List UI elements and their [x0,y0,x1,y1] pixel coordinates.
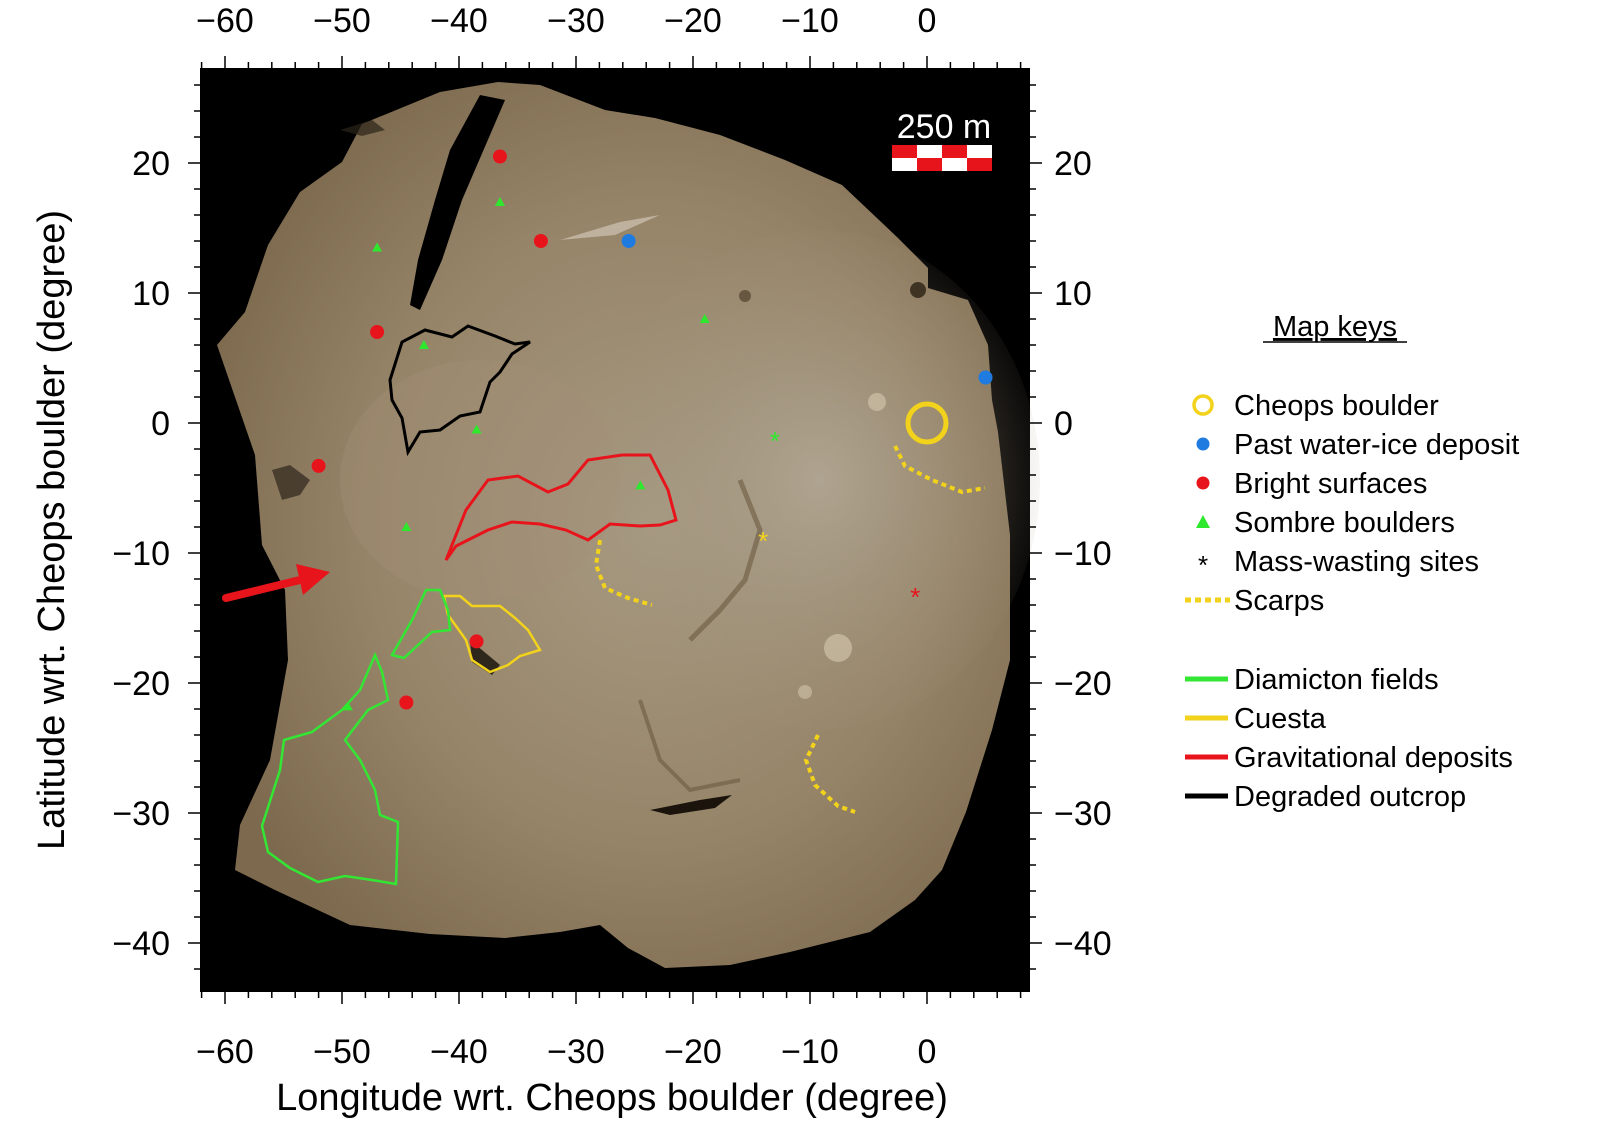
x-tick-label-top: −10 [781,2,839,40]
legend-title: Map keys [1273,311,1397,343]
y-axis-ticks-right [1030,84,1042,970]
sombre-boulder-marker [418,340,429,349]
x-tick-label-top: 0 [918,2,937,40]
scarps [593,445,986,814]
green-triangle-icon [1196,515,1210,528]
sombre-boulder-marker [699,314,710,323]
x-tick-label-bottom: −50 [313,1033,371,1071]
legend-item-label: Bright surfaces [1234,468,1427,500]
legend-item-label: Mass-wasting sites [1234,546,1479,578]
y-tick-label-left: 0 [151,405,170,443]
y-tick-label-left: −20 [112,665,170,703]
x-tick-label-top: −60 [196,2,254,40]
mass-wasting-marker: * [910,582,920,612]
legend-item-label: Past water-ice deposit [1234,429,1519,461]
gravitational-deposits-outline [444,453,678,561]
tick-labels: −60 −60 −50 −50 −40 −40 −30 −30 −20 −20 −10 −10 0 0 20… [112,2,1111,1071]
scarp-line [803,734,856,814]
y-axis-title: Latitude wrt. Cheops boulder (degree) [31,210,73,850]
degraded-outcrop-outline [388,324,531,457]
legend-item-label: Degraded outcrop [1234,781,1466,813]
map-markers: * * * [311,149,993,711]
water-ice-marker [621,234,636,248]
sombre-boulder-marker [342,701,353,711]
x-tick-label-bottom: −10 [781,1033,839,1071]
legend-item-label: Cuesta [1234,703,1327,735]
y-tick-label-left: −40 [112,925,170,963]
legend-item-label: Sombre boulders [1234,507,1455,539]
y-tick-label-right: 20 [1054,145,1092,183]
legend-item-label: Cheops boulder [1234,390,1439,422]
x-tick-label-bottom: 0 [918,1033,937,1071]
scale-bar: 250 m [892,108,992,171]
cuesta-outline [442,594,542,674]
legend: Map keys Cheops boulder Past water-ice d… [1185,311,1519,813]
x-tick-label-top: −20 [664,2,722,40]
y-tick-label-right: −10 [1054,535,1112,573]
scarp-line [593,539,653,607]
diamicton-fields-outline [260,651,400,886]
blue-dot-icon [1196,437,1210,451]
bright-surface-marker [492,149,507,164]
y-tick-label-left: −30 [112,795,170,833]
bright-surface-marker [370,325,385,339]
y-tick-label-right: −20 [1054,665,1112,703]
y-tick-label-left: 20 [132,145,170,183]
sombre-boulder-marker [494,197,505,206]
y-tick-label-right: −40 [1054,925,1112,963]
x-tick-label-top: −50 [313,2,371,40]
water-ice-marker [978,370,993,385]
region-outlines [260,324,678,886]
red-dot-icon [1196,476,1210,490]
cheops-boulder-marker [905,401,949,445]
red-arrow [222,564,330,602]
y-tick-label-right: 0 [1054,405,1073,443]
scarp-line [893,445,986,495]
x-tick-label-bottom: −40 [430,1033,488,1071]
x-tick-label-top: −30 [547,2,605,40]
y-tick-label-left: −10 [112,535,170,573]
y-tick-label-left: 10 [132,275,170,313]
y-axis-ticks-left [188,84,200,970]
mass-wasting-marker: * [770,426,780,456]
diamicton-fields-outline [390,588,452,660]
legend-item-label: Gravitational deposits [1234,742,1513,774]
yellow-ring-icon [1192,394,1214,416]
sombre-boulder-marker [401,522,412,531]
x-axis-ticks-bottom [200,992,1022,1004]
x-tick-label-bottom: −60 [196,1033,254,1071]
y-tick-label-right: −30 [1054,795,1112,833]
x-axis-title: Longitude wrt. Cheops boulder (degree) [276,1077,948,1119]
sombre-boulder-marker [372,242,383,252]
sombre-boulder-marker [635,480,646,490]
x-tick-label-bottom: −30 [547,1033,605,1071]
legend-item-label: Diamicton fields [1234,664,1439,696]
bright-surface-marker [399,695,414,710]
legend-item-label: Scarps [1234,585,1324,617]
bright-surface-marker [533,234,548,248]
scale-bar-label: 250 m [897,108,992,146]
x-tick-label-top: −40 [430,2,488,40]
x-axis-ticks-top [200,56,1022,68]
sombre-boulder-marker [471,424,482,434]
x-tick-label-bottom: −20 [664,1033,722,1071]
bright-surface-marker [311,458,326,473]
asterisk-icon: * [1198,550,1208,580]
mass-wasting-marker: * [758,526,768,556]
y-tick-label-right: 10 [1054,275,1092,313]
bright-surface-marker [469,634,484,649]
